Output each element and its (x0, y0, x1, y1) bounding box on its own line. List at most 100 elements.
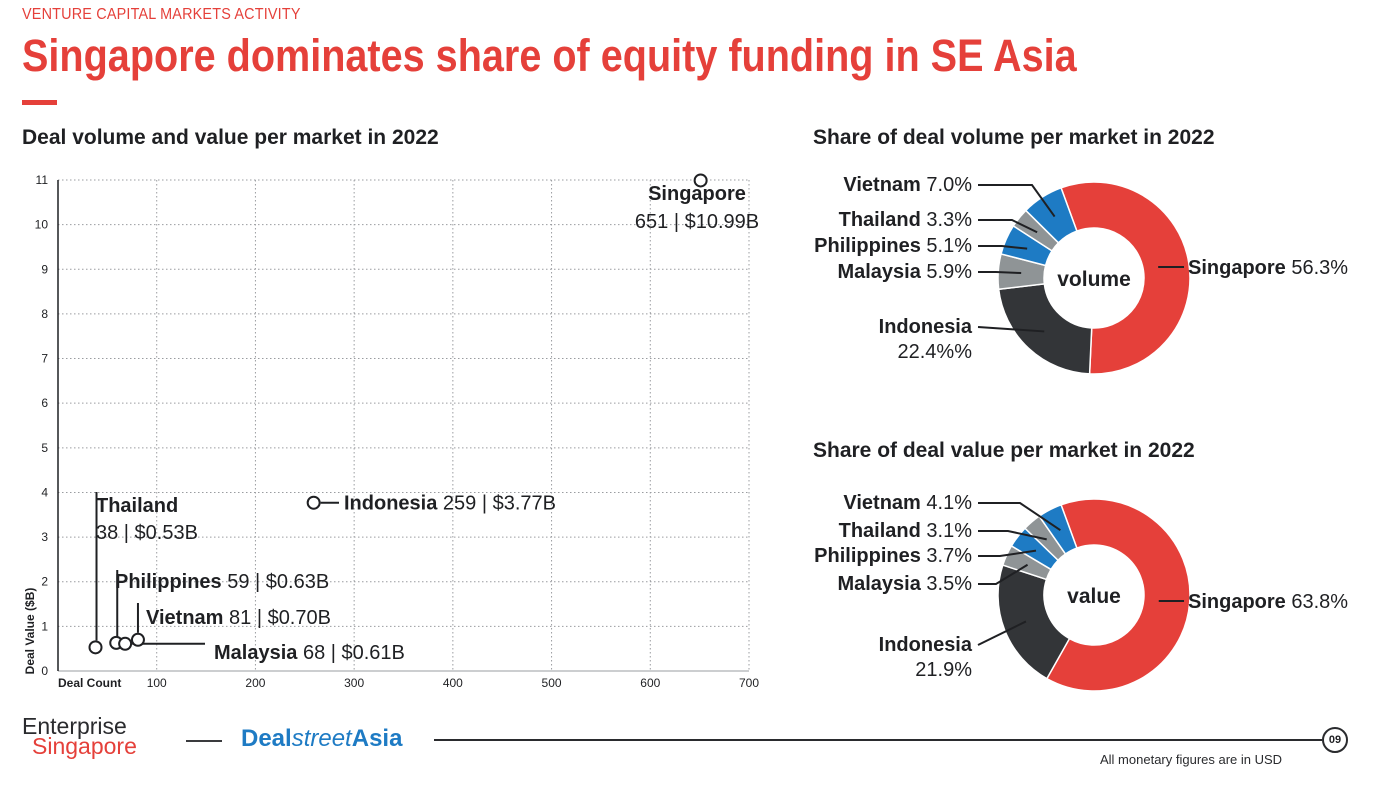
donut-center-label-2: value (1067, 585, 1121, 608)
vietnam-point-label-market: Vietnam (146, 607, 223, 629)
x-tick-label: 700 (739, 676, 759, 690)
singapore-slice-label-1-market: Singapore (1188, 257, 1286, 279)
indonesia-slice-1 (997, 283, 1093, 375)
thailand-slice-label-1-market: Thailand (839, 209, 921, 231)
y-tick-label: 8 (41, 307, 48, 321)
indonesia-slice-label-2-name: Indonesia (879, 634, 973, 656)
vietnam-slice-label-1: Vietnam 7.0% (843, 174, 972, 196)
scatter-chart-title: Deal volume and value per market in 2022 (22, 126, 439, 149)
indonesia-point-label-value: 259 | $3.77B (437, 493, 556, 515)
y-tick-label: 4 (41, 485, 48, 499)
y-tick-label: 3 (41, 530, 48, 544)
y-tick-label: 2 (41, 575, 48, 589)
y-tick-label: 5 (41, 441, 48, 455)
y-tick-label: 11 (36, 173, 49, 187)
indonesia-slice-leader-1 (977, 326, 1045, 333)
y-tick-label: 7 (41, 352, 48, 366)
vietnam-slice-label-1-value: 7.0% (921, 174, 972, 196)
thailand-slice-label-2-market: Thailand (839, 520, 921, 542)
malaysia-point-label-market: Malaysia (214, 642, 298, 664)
singapore-slice-label-1-value: 56.3% (1286, 257, 1348, 279)
indonesia-slice-label-1-name: Indonesia (879, 316, 973, 338)
x-tick-label: 500 (542, 676, 562, 690)
thailand-slice-leader-1 (978, 219, 1038, 234)
x-axis-title: Deal Count (58, 676, 121, 690)
x-tick-label: 300 (344, 676, 364, 690)
thailand-slice-label-1-value: 3.3% (921, 209, 972, 231)
malaysia-slice-leader-2 (978, 563, 1029, 585)
y-tick-label: 6 (41, 396, 48, 410)
thailand-slice-label-2-value: 3.1% (921, 520, 972, 542)
singapore-marker (693, 173, 708, 188)
y-tick-label: 0 (41, 664, 48, 678)
vietnam-slice-label-2-value: 4.1% (921, 492, 972, 514)
y-axis-title: Deal Value ($B) (23, 588, 37, 675)
singapore-slice-label-1: Singapore 56.3% (1188, 257, 1348, 279)
indonesia-slice-leader-2 (977, 620, 1027, 646)
philippines-point-label-value: 59 | $0.63B (222, 571, 330, 593)
indonesia-marker (306, 495, 321, 510)
vietnam-slice-label-2-market: Vietnam (843, 492, 920, 514)
philippines-slice-label-2-value: 3.7% (921, 545, 972, 567)
philippines-slice-leader-1 (978, 245, 1028, 250)
philippines-point-label-market: Philippines (115, 571, 222, 593)
volume-donut-title: Share of deal volume per market in 2022 (813, 126, 1215, 149)
singapore-point-label-value: 651 | $10.99B (635, 211, 759, 233)
malaysia-marker (118, 636, 133, 651)
philippines-slice-leader-2 (978, 549, 1037, 557)
donut-center-label-1: volume (1057, 268, 1131, 291)
enterprise-singapore-logo: Enterprise Singapore (22, 715, 137, 758)
malaysia-slice-leader-1 (978, 271, 1022, 275)
footer-divider (186, 740, 222, 742)
vietnam-slice-leader-2 (978, 502, 1061, 532)
vietnam-slice-label-1-market: Vietnam (843, 174, 920, 196)
page-number: 09 (1322, 727, 1348, 753)
brand-b: street (291, 725, 352, 752)
malaysia-point-label: Malaysia 68 | $0.61B (214, 642, 405, 664)
singapore-slice-label-2-value: 63.8% (1286, 591, 1348, 613)
x-tick-label: 400 (443, 676, 463, 690)
vietnam-slice-label-2: Vietnam 4.1% (843, 492, 972, 514)
indonesia-point-label-market: Indonesia (344, 493, 438, 515)
singapore-slice-label-2-market: Singapore (1188, 591, 1286, 613)
thailand-marker (88, 640, 103, 655)
indonesia-point-label: Indonesia 259 | $3.77B (344, 493, 556, 515)
thailand-point-label-name: Thailand (96, 495, 178, 517)
accent-bar (22, 100, 57, 105)
malaysia-point-label-value: 68 | $0.61B (297, 642, 405, 664)
philippines-slice-label-1: Philippines 5.1% (814, 235, 972, 257)
vietnam-slice-1 (1024, 186, 1078, 244)
page-title: Singapore dominates share of equity fund… (22, 30, 1077, 81)
philippines-slice-label-2-market: Philippines (814, 545, 921, 567)
malaysia-slice-label-2-market: Malaysia (837, 573, 921, 595)
philippines-slice-label-2: Philippines 3.7% (814, 545, 972, 567)
vietnam-slice-leader-1 (978, 184, 1056, 218)
malaysia-slice-label-1-value: 5.9% (921, 261, 972, 283)
philippines-slice-label-1-market: Philippines (814, 235, 921, 257)
y-tick-label: 9 (41, 262, 48, 276)
indonesia-slice-label-2-value: 21.9% (915, 659, 972, 681)
singapore-slice-label-2: Singapore 63.8% (1188, 591, 1348, 613)
philippines-point-label: Philippines 59 | $0.63B (115, 571, 329, 593)
singapore-point-label-name: Singapore (648, 183, 746, 205)
footer-rule (434, 739, 1322, 741)
malaysia-slice-label-1-market: Malaysia (837, 261, 921, 283)
malaysia-slice-label-2: Malaysia 3.5% (837, 573, 972, 595)
footnote: All monetary figures are in USD (1100, 752, 1283, 767)
x-tick-label: 100 (147, 676, 167, 690)
indonesia-slice-label-1-value: 22.4%% (898, 341, 973, 363)
y-tick-label: 1 (41, 619, 48, 633)
malaysia-slice-label-2-value: 3.5% (921, 573, 972, 595)
brand-c: Asia (351, 725, 403, 752)
thailand-point-label-value: 38 | $0.53B (96, 522, 198, 544)
thailand-slice-leader-2 (978, 530, 1047, 541)
brand-a: Deal (241, 725, 292, 752)
x-tick-label: 600 (640, 676, 660, 690)
singapore-slice-2 (1045, 498, 1191, 692)
singapore-slice-1 (1060, 181, 1191, 375)
x-tick-label: 200 (245, 676, 265, 690)
vietnam-point-label: Vietnam 81 | $0.70B (146, 607, 331, 629)
value-donut-title: Share of deal value per market in 2022 (813, 439, 1195, 462)
indonesia-slice-2 (997, 564, 1071, 680)
